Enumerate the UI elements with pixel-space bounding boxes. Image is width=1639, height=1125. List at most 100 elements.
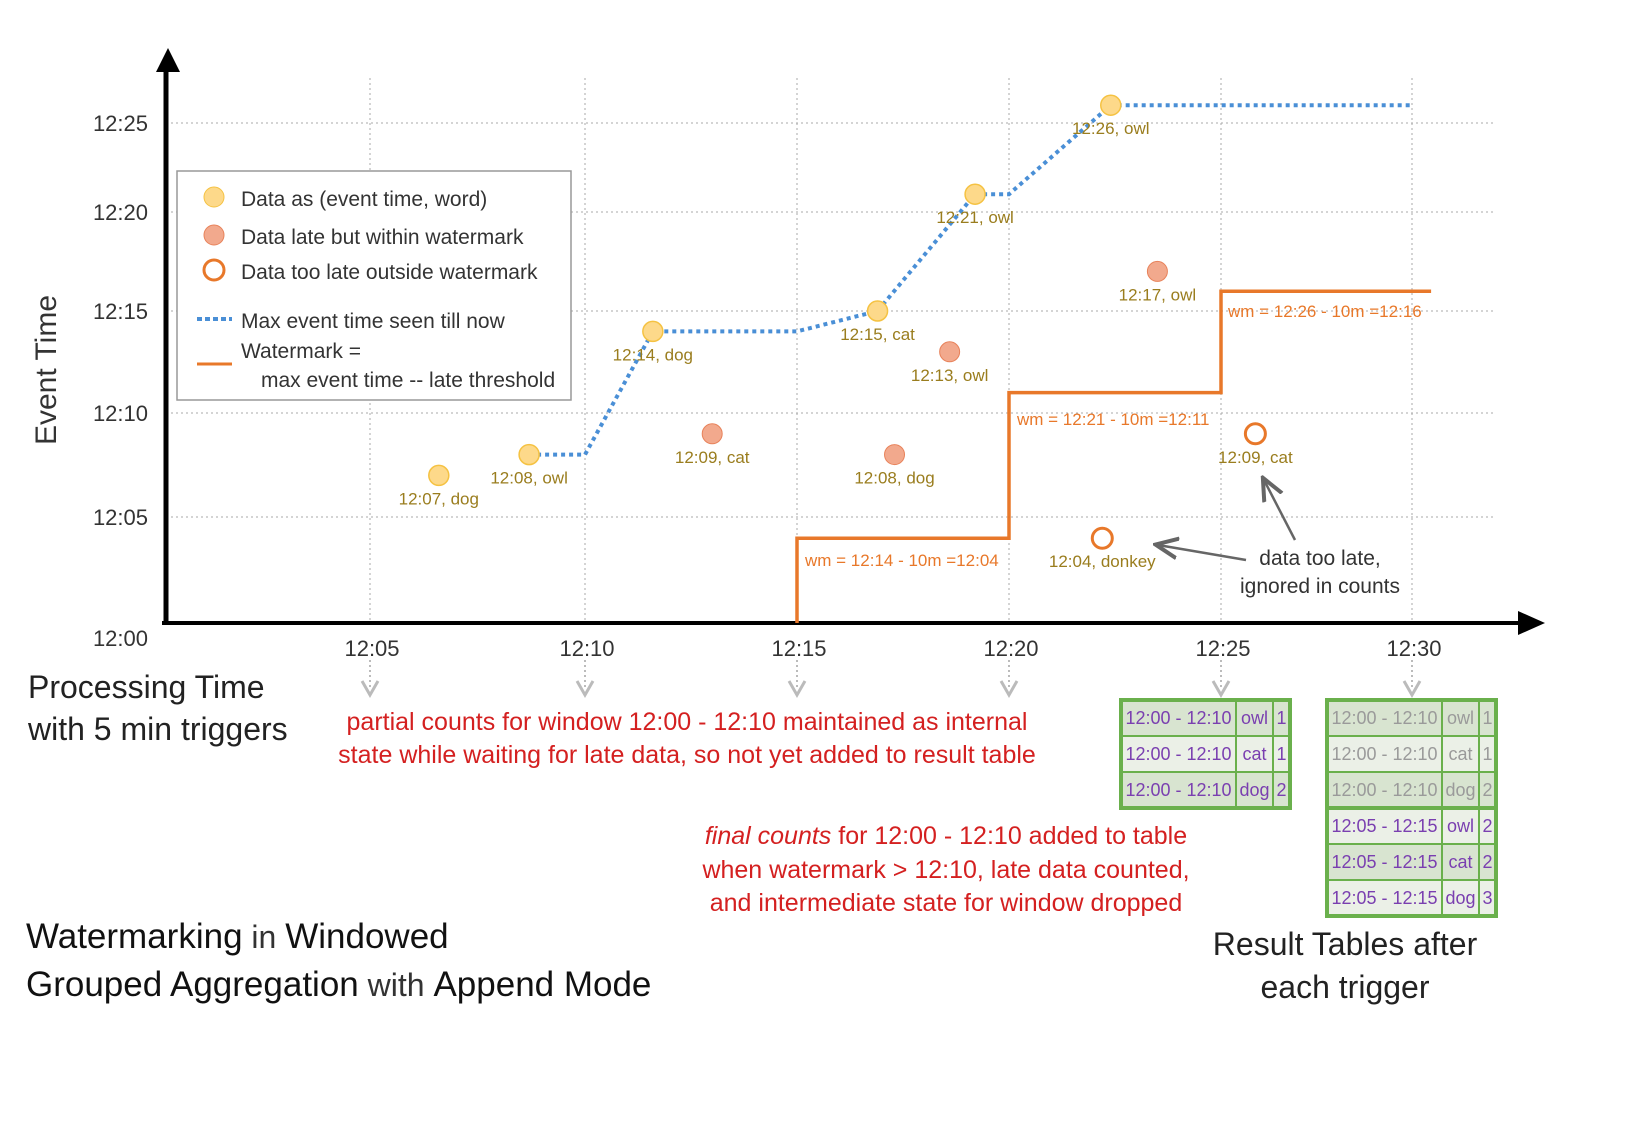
table-cell: 2 [1482, 852, 1492, 872]
data-point-label: 12:15, cat [840, 325, 915, 344]
watermark-label: wm = 12:26 - 10m =12:16 [1227, 302, 1422, 321]
table-cell: cat [1448, 852, 1472, 872]
table-cell: 1 [1482, 708, 1492, 728]
max-event-time-line [529, 103, 1412, 457]
watermark-label: wm = 12:14 - 10m =12:04 [804, 551, 999, 570]
table-cell: 12:05 - 12:15 [1331, 852, 1437, 872]
y-tick-label: 12:20 [93, 200, 148, 225]
too-late-note-2: ignored in counts [1240, 575, 1400, 598]
table-row [1120, 735, 1291, 773]
table-cell: 12:05 - 12:15 [1331, 888, 1437, 908]
x-axis-arrow-icon [1518, 611, 1545, 635]
y-tick-label: 12:00 [93, 626, 148, 651]
table-cell: dog [1239, 780, 1269, 800]
table-cell: 1 [1276, 744, 1286, 764]
data-point-label: 12:17, owl [1119, 285, 1197, 304]
table-cell: owl [1447, 708, 1474, 728]
table-cell: owl [1241, 708, 1268, 728]
final-note-3: and intermediate state for window droppe… [710, 889, 1183, 917]
diagram-title: Watermarking in Windowed [26, 917, 449, 956]
legend-late-icon [203, 224, 225, 246]
table-cell: 1 [1276, 708, 1286, 728]
table-cell: cat [1448, 744, 1472, 764]
legend-item: Data as (event time, word) [241, 188, 487, 211]
table-cell: 12:00 - 12:10 [1125, 708, 1231, 728]
table-cell: 2 [1276, 780, 1286, 800]
diagram-title-2: Grouped Aggregation with Append Mode [26, 965, 651, 1004]
partial-note: partial counts for window 12:00 - 12:10 … [347, 708, 1028, 736]
table-cell: 12:00 - 12:10 [1125, 744, 1231, 764]
table-cell: 12:05 - 12:15 [1331, 816, 1437, 836]
table-border [1119, 698, 1292, 810]
x-tick-label: 12:25 [1195, 636, 1250, 661]
trigger-arrow-icon [575, 680, 595, 699]
trigger-arrow-icon [787, 680, 807, 699]
data-point-on-time [518, 443, 540, 466]
y-tick-label: 12:10 [93, 401, 148, 426]
partial-note-2: state while waiting for late data, so no… [338, 741, 1036, 769]
result-caption: Result Tables after [1213, 926, 1478, 962]
x-tick-label: 12:05 [344, 636, 399, 661]
y-tick-label: 12:05 [93, 505, 148, 530]
data-point-late [939, 341, 961, 363]
table-cell: 1 [1482, 744, 1492, 764]
legend-item: Data too late outside watermark [241, 261, 538, 284]
final-note: final counts for 12:00 - 12:10 added to … [705, 822, 1187, 850]
watermark-line [795, 289, 1432, 623]
data-point-label: 12:08, owl [490, 469, 568, 488]
x-tick-label: 12:15 [771, 636, 826, 661]
data-point-on-time [866, 300, 889, 322]
table-cell: owl [1447, 816, 1474, 836]
table-cell: 12:00 - 12:10 [1125, 780, 1231, 800]
table-row [1326, 735, 1497, 773]
data-point-on-time [642, 320, 664, 343]
data-point-late [1146, 260, 1168, 282]
y-axis-arrow-icon [156, 48, 180, 72]
table-row [1326, 879, 1497, 917]
result-table: 12:00 - 12:10 owl 1 12:00 - 12:10 cat 1 12:00 … [1325, 698, 1498, 918]
y-tick-label: 12:25 [93, 111, 148, 136]
table-cell: dog [1445, 888, 1475, 908]
trigger-arrow-icon [360, 680, 380, 699]
data-point-label: 12:08, dog [854, 469, 934, 488]
table-cell: 2 [1482, 816, 1492, 836]
too-late-arrow [1264, 480, 1297, 541]
x-axis-label: Processing Time [28, 669, 265, 705]
data-point-label: 12:09, cat [1218, 448, 1293, 467]
result-caption-2: each trigger [1261, 969, 1430, 1005]
legend-item: Max event time seen till now [241, 310, 506, 333]
table-cell: 12:00 - 12:10 [1331, 708, 1437, 728]
table-cell: dog [1445, 780, 1475, 800]
data-point-label: 12:26, owl [1072, 119, 1150, 138]
legend-too-late-icon [202, 258, 226, 282]
table-cell: 2 [1482, 780, 1492, 800]
legend-item: Watermark = [241, 340, 361, 363]
data-point-on-time [428, 464, 450, 487]
data-point-too-late [1243, 422, 1267, 446]
result-table: 12:00 - 12:10 owl 1 12:00 - 12:10 cat 1 12:00 … [1119, 698, 1292, 810]
legend-item: Data late but within watermark [241, 226, 524, 249]
data-point-label: 12:04, donkey [1049, 552, 1156, 571]
data-point-label: 12:09, cat [675, 448, 750, 467]
data-point-label: 12:13, owl [911, 366, 989, 385]
too-late-note: data too late, [1259, 547, 1380, 570]
x-tick-label: 12:30 [1386, 636, 1441, 661]
table-cell: 12:00 - 12:10 [1331, 744, 1437, 764]
legend-item-2: max event time -- late threshold [261, 369, 555, 392]
data-point-on-time [1100, 94, 1122, 116]
final-note-2: when watermark > 12:10, late data counte… [701, 856, 1189, 884]
data-point-on-time [964, 183, 986, 205]
trigger-arrow-icon [999, 680, 1019, 699]
y-axis-label: Event Time [30, 295, 63, 445]
table-cell: 3 [1482, 888, 1492, 908]
table-cell: cat [1242, 744, 1266, 764]
data-point-label: 12:07, dog [399, 489, 479, 508]
legend: Data as (event time, word) Data late but… [176, 170, 572, 401]
x-axis-label-2: with 5 min triggers [27, 711, 288, 747]
data-point-late [701, 423, 723, 445]
data-point-label: 12:14, dog [613, 345, 693, 364]
too-late-arrow [1158, 545, 1247, 562]
x-tick-label: 12:20 [983, 636, 1038, 661]
watermark-label: wm = 12:21 - 10m =12:11 [1016, 410, 1209, 429]
